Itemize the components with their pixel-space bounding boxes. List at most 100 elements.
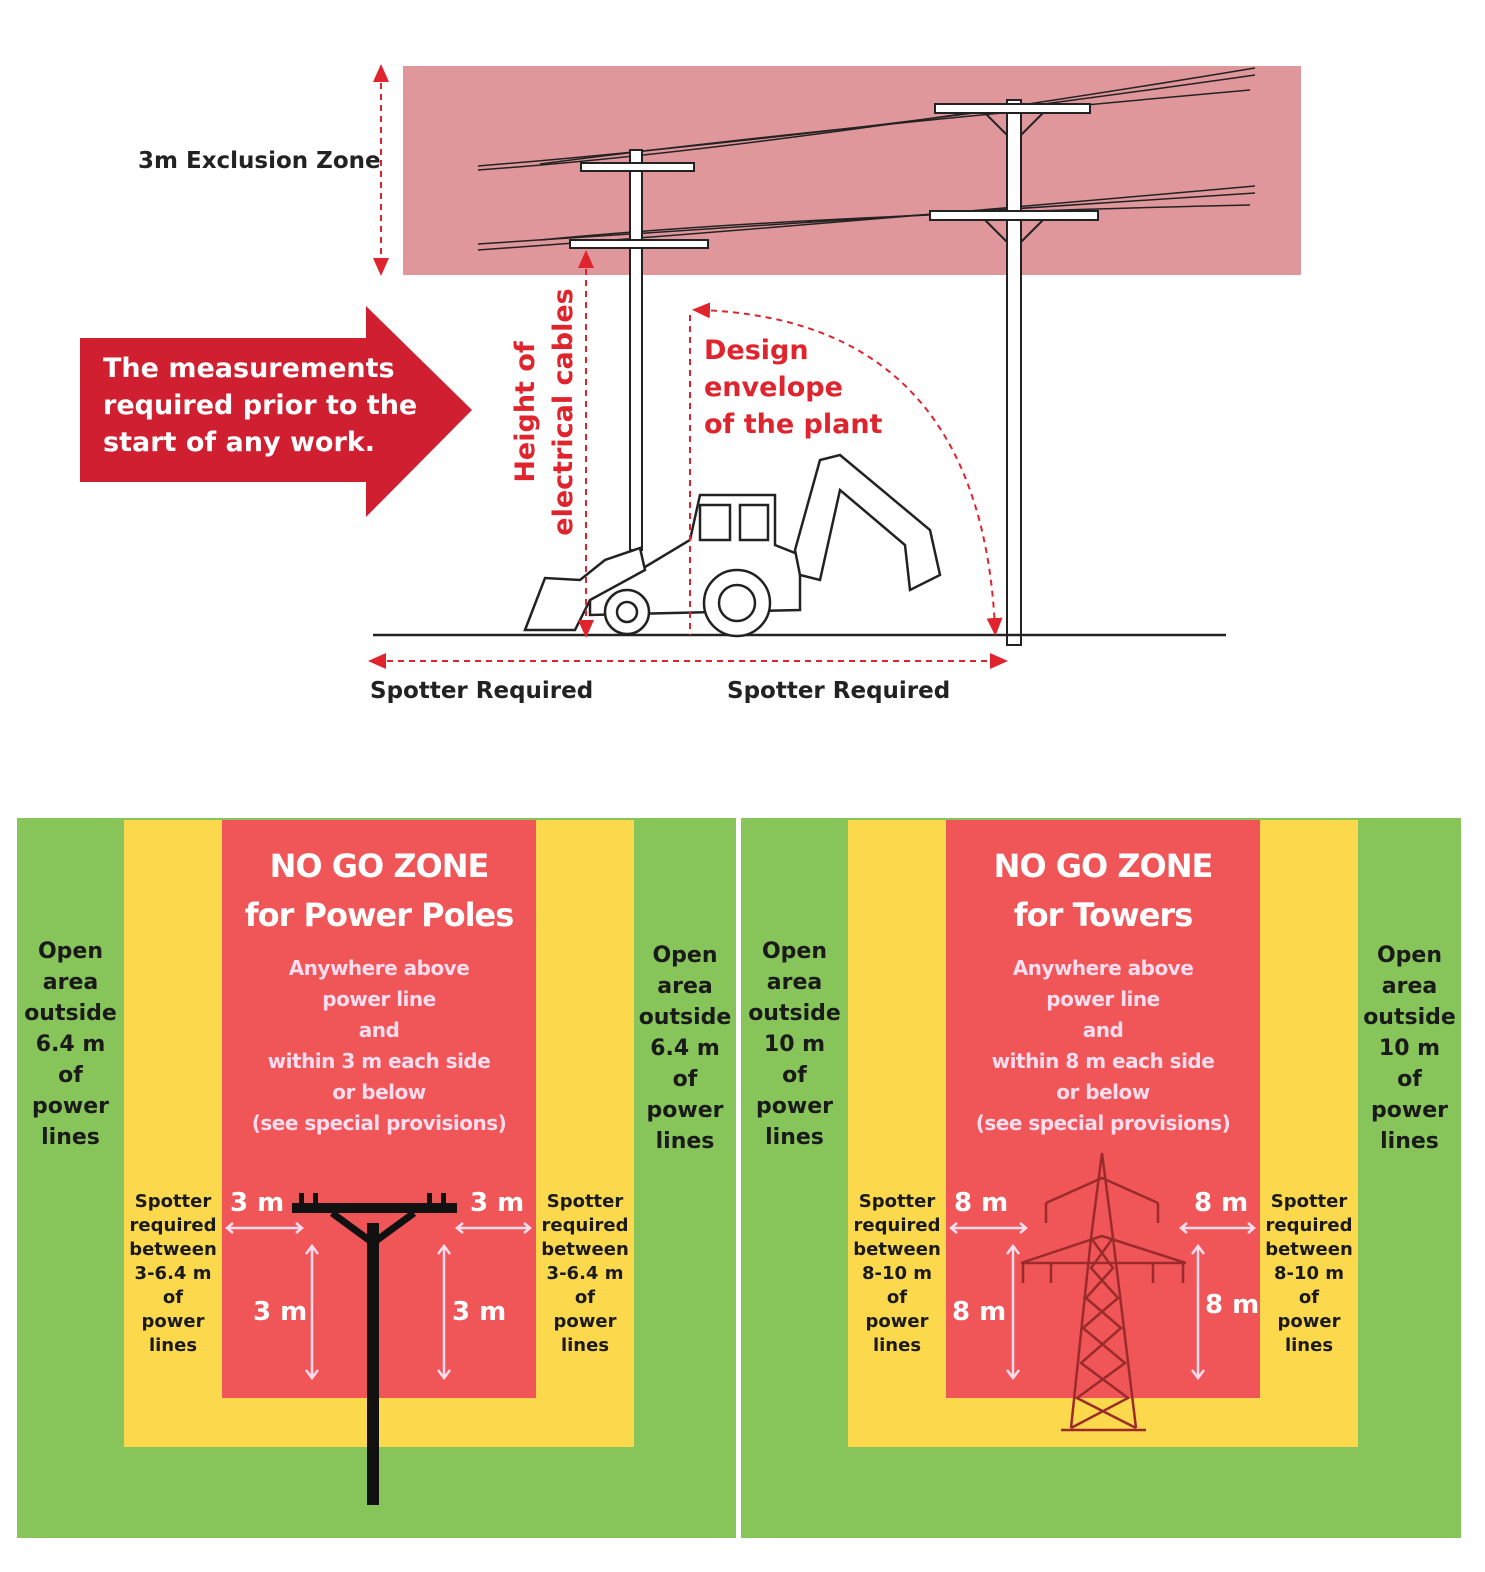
desc-line: (see special provisions)	[251, 1111, 507, 1135]
line: outside	[24, 1001, 117, 1026]
line: between	[129, 1239, 217, 1260]
line: Spotter	[546, 1191, 624, 1212]
line: 3-6.4 m	[546, 1263, 624, 1284]
line: of	[1298, 1287, 1320, 1308]
power-pole-near	[569, 99, 1099, 646]
label-line: envelope	[704, 372, 843, 403]
line: Open	[1376, 943, 1443, 968]
line: power	[1371, 1098, 1448, 1123]
line: area	[766, 970, 823, 995]
open-area-right: Open area outside 10 m of power lines	[1358, 940, 1461, 1157]
line: power	[32, 1094, 109, 1119]
desc-line: and	[358, 1018, 400, 1042]
line: 10 m	[763, 1032, 826, 1057]
line: area	[42, 970, 99, 995]
line: Open	[761, 939, 828, 964]
line: of	[782, 1063, 807, 1088]
line: 6.4 m	[35, 1032, 106, 1057]
desc-line: power line	[322, 987, 436, 1011]
desc-line: or below	[332, 1080, 426, 1104]
open-area-right: Open area outside 6.4 m of power lines	[634, 940, 736, 1157]
title-line: for Towers	[1013, 896, 1193, 934]
title-line: NO GO ZONE	[993, 847, 1214, 885]
horizontal-clearance-right: 3 m	[470, 1188, 525, 1218]
line: of	[574, 1287, 596, 1308]
line: area	[1381, 974, 1438, 999]
line: 8-10 m	[861, 1263, 933, 1284]
exclusion-zone	[403, 66, 1301, 275]
open-area-left: Open area outside 10 m of power lines	[741, 936, 848, 1153]
desc-line: and	[1082, 1018, 1124, 1042]
desc-line: within 8 m each side	[991, 1049, 1215, 1073]
line: lines	[655, 1129, 715, 1154]
transmission-tower-icon	[949, 1152, 1256, 1432]
no-go-description: Anywhere above power line and within 3 m…	[222, 953, 536, 1139]
horizontal-clearance-left: 3 m	[230, 1188, 285, 1218]
title-line: for Power Poles	[244, 896, 515, 934]
line: 10 m	[1378, 1036, 1441, 1061]
line: 6.4 m	[650, 1036, 720, 1061]
spotter-text-right: Spotter required between 8-10 m of power lines	[1260, 1190, 1358, 1358]
callout-text: The measurements required prior to the s…	[103, 350, 417, 461]
site-illustration	[80, 64, 1301, 669]
line: 3-6.4 m	[134, 1263, 212, 1284]
spotter-text-right: Spotter required between 3-6.4 m of power line…	[536, 1190, 634, 1358]
no-go-description: Anywhere above power line and within 8 m…	[946, 953, 1260, 1139]
desc-line: within 3 m each side	[267, 1049, 491, 1073]
line: power	[865, 1311, 929, 1332]
desc-line: or below	[1056, 1080, 1150, 1104]
power-lines	[477, 67, 1256, 251]
line: lines	[560, 1335, 610, 1356]
design-envelope-arc	[692, 302, 1003, 636]
label-line: of the plant	[704, 409, 883, 440]
desc-line: Anywhere above	[288, 956, 470, 980]
line: of	[162, 1287, 184, 1308]
desc-line: power line	[1046, 987, 1160, 1011]
spotter-required-left: Spotter Required	[370, 678, 594, 704]
power-pole-icon	[225, 1193, 532, 1505]
line: of	[886, 1287, 908, 1308]
line: power	[141, 1311, 205, 1332]
line: power	[756, 1094, 833, 1119]
line: power	[1277, 1311, 1341, 1332]
title-line: NO GO ZONE	[269, 847, 490, 885]
cable-height-label: Height of electrical cables	[507, 282, 583, 542]
vertical-clearance-left: 3 m	[253, 1297, 308, 1327]
spotter-text-left: Spotter required between 3-6.4 m of power line…	[124, 1190, 222, 1358]
exclusion-zone-label: 3m Exclusion Zone	[138, 148, 381, 174]
clearance-arrows	[225, 1222, 532, 1381]
line: required	[853, 1215, 941, 1236]
no-go-zone	[946, 820, 1260, 1398]
line: lines	[41, 1125, 100, 1150]
no-go-title: NO GO ZONE for Towers	[946, 842, 1260, 940]
vertical-clearance-left: 8 m	[952, 1297, 1007, 1327]
spotter-required-right: Spotter Required	[727, 678, 951, 704]
line: required	[541, 1215, 629, 1236]
desc-line: (see special provisions)	[975, 1111, 1231, 1135]
line: area	[657, 974, 713, 999]
towers-zone-panel: NO GO ZONE for Towers Anywhere above pow…	[741, 818, 1461, 1538]
backhoe-excavator-icon	[523, 453, 942, 638]
horizontal-clearance-right: 8 m	[1194, 1188, 1249, 1218]
callout-line: required prior to the	[103, 390, 418, 421]
spotter-text-left: Spotter required between 8-10 m of power lines	[848, 1190, 946, 1358]
line: outside	[638, 1005, 732, 1030]
line: Spotter	[858, 1191, 936, 1212]
line: Open	[37, 939, 104, 964]
line: lines	[1284, 1335, 1334, 1356]
desc-line: Anywhere above	[1012, 956, 1194, 980]
horizontal-clearance-left: 8 m	[954, 1188, 1009, 1218]
callout-line: start of any work.	[103, 427, 375, 458]
label-line: Height of	[510, 341, 541, 483]
label-line: Design	[704, 335, 809, 366]
line: of	[1397, 1067, 1422, 1092]
label-line: electrical cables	[548, 288, 579, 536]
line: of	[58, 1063, 83, 1088]
line: lines	[765, 1125, 824, 1150]
line: between	[1265, 1239, 1353, 1260]
line: of	[672, 1067, 698, 1092]
clearance-arrows	[949, 1222, 1256, 1381]
power-poles-zone-panel: NO GO ZONE for Power Poles Anywhere abov…	[17, 818, 736, 1538]
no-go-title: NO GO ZONE for Power Poles	[222, 842, 536, 940]
